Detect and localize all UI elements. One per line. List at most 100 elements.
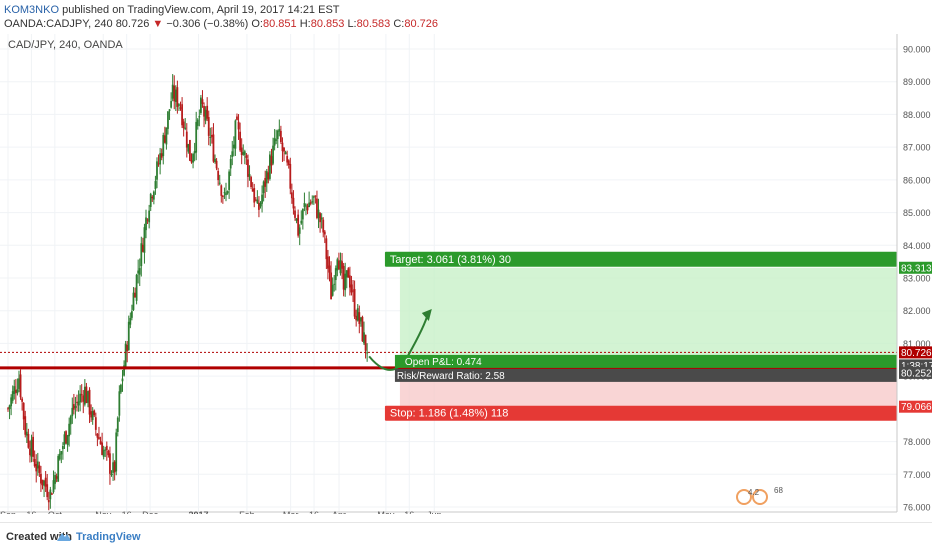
candle-body xyxy=(76,401,78,403)
candle-body xyxy=(105,445,108,450)
y-tick-label: 85.000 xyxy=(903,208,931,218)
candle-body xyxy=(338,260,340,270)
candle-body xyxy=(352,290,354,292)
candle-body xyxy=(214,158,216,163)
y-tick-label: 82.000 xyxy=(903,306,931,316)
candle-body xyxy=(251,188,254,192)
candle-body xyxy=(143,227,146,253)
candle-body xyxy=(66,435,69,445)
candle-body xyxy=(141,244,144,252)
candle-body xyxy=(25,431,28,436)
candle-body xyxy=(123,365,125,376)
candle-body xyxy=(242,152,245,155)
candle-body xyxy=(361,316,364,342)
candle-body xyxy=(13,386,16,394)
candle-body xyxy=(40,473,42,484)
candle-body xyxy=(264,177,267,187)
candle-body xyxy=(74,405,77,409)
stop-price-text: 79.066 xyxy=(901,402,932,413)
candle-body xyxy=(79,393,82,403)
candle-body xyxy=(223,192,226,194)
entry-price-tag xyxy=(899,366,932,379)
candle-body xyxy=(339,260,342,274)
candle-body xyxy=(248,173,251,177)
publication-line: KOM3NKO published on TradingView.com, Ap… xyxy=(4,4,340,16)
candle-body xyxy=(24,416,27,435)
candle-body xyxy=(83,386,86,405)
candle-body xyxy=(201,99,204,104)
current-price-text: 80.726 xyxy=(901,348,932,359)
candle-body xyxy=(65,431,67,444)
candle-body xyxy=(21,398,24,402)
candle-body xyxy=(308,202,311,208)
candle-body xyxy=(130,311,133,318)
last-price: 80.726 xyxy=(115,18,150,30)
candle-body xyxy=(210,134,213,137)
candle-body xyxy=(212,134,215,162)
candle-body xyxy=(112,462,114,473)
candle-body xyxy=(8,405,11,410)
x-tick-label: 16 xyxy=(26,510,36,514)
target-zone xyxy=(399,267,897,368)
candle-body xyxy=(283,147,285,152)
candle-body xyxy=(243,151,246,155)
candle-body xyxy=(98,437,100,439)
candle-body xyxy=(301,208,304,220)
x-tick-label: 16 xyxy=(404,510,414,514)
candle-body xyxy=(68,423,71,437)
candle-body xyxy=(190,160,193,163)
y-tick-label: 77.000 xyxy=(903,470,931,480)
candle-body xyxy=(306,205,309,211)
candle-body xyxy=(149,193,152,207)
candle-body xyxy=(85,386,88,403)
candle-body xyxy=(269,154,271,179)
candle-body xyxy=(364,334,367,351)
candle-body xyxy=(71,407,74,417)
candle-body xyxy=(49,489,52,500)
current-price-tag xyxy=(899,346,932,359)
price-chart[interactable]: Target: 3.061 (3.81%) 30 Open P&L: 0.474… xyxy=(0,34,932,520)
tradingview-brand[interactable]: TradingView xyxy=(76,531,141,543)
candle-body xyxy=(206,105,209,119)
candle-body xyxy=(356,308,359,321)
candle-body xyxy=(262,181,265,194)
open-pnl-label: Open P&L: 0.474 xyxy=(405,357,482,368)
candle-body xyxy=(231,151,234,157)
candle-body xyxy=(355,315,358,321)
candle-body xyxy=(253,188,256,203)
candle-body xyxy=(135,274,138,301)
chart-area[interactable]: Target: 3.061 (3.81%) 30 Open P&L: 0.474… xyxy=(0,34,932,520)
candle-body xyxy=(51,493,53,495)
x-tick-label: 16 xyxy=(122,510,132,514)
candle-body xyxy=(176,87,179,107)
target-label-box xyxy=(384,251,897,267)
candle-body xyxy=(290,192,293,199)
candle-body xyxy=(126,344,129,352)
candle-body xyxy=(54,475,56,484)
y-tick-label: 78.000 xyxy=(903,437,931,447)
candle-body xyxy=(137,270,140,274)
candle-body xyxy=(138,268,141,275)
y-tick-label: 84.000 xyxy=(903,241,931,251)
candle-body xyxy=(170,101,173,108)
candle-body xyxy=(284,152,287,155)
candle-body xyxy=(43,480,45,486)
candle-body xyxy=(90,411,93,418)
author-link[interactable]: KOM3NKO xyxy=(4,4,60,16)
candle-body xyxy=(312,196,315,198)
price-change: −0.306 (−0.38%) xyxy=(166,18,249,30)
candle-body xyxy=(265,171,268,184)
candle-body xyxy=(232,144,235,149)
candle-body xyxy=(14,389,17,393)
candle-body xyxy=(58,453,61,460)
candle-body xyxy=(159,153,162,165)
candle-body xyxy=(350,284,353,293)
candle-body xyxy=(132,292,135,310)
price-axis[interactable]: 90.000 89.000 88.000 87.000 86.000 85.000 84.0… xyxy=(903,45,931,513)
candle-body xyxy=(250,177,252,188)
candle-body xyxy=(113,461,116,473)
candle-body xyxy=(215,160,218,169)
candle-body xyxy=(57,456,60,482)
candle-body xyxy=(258,202,260,210)
candle-body xyxy=(121,378,124,382)
